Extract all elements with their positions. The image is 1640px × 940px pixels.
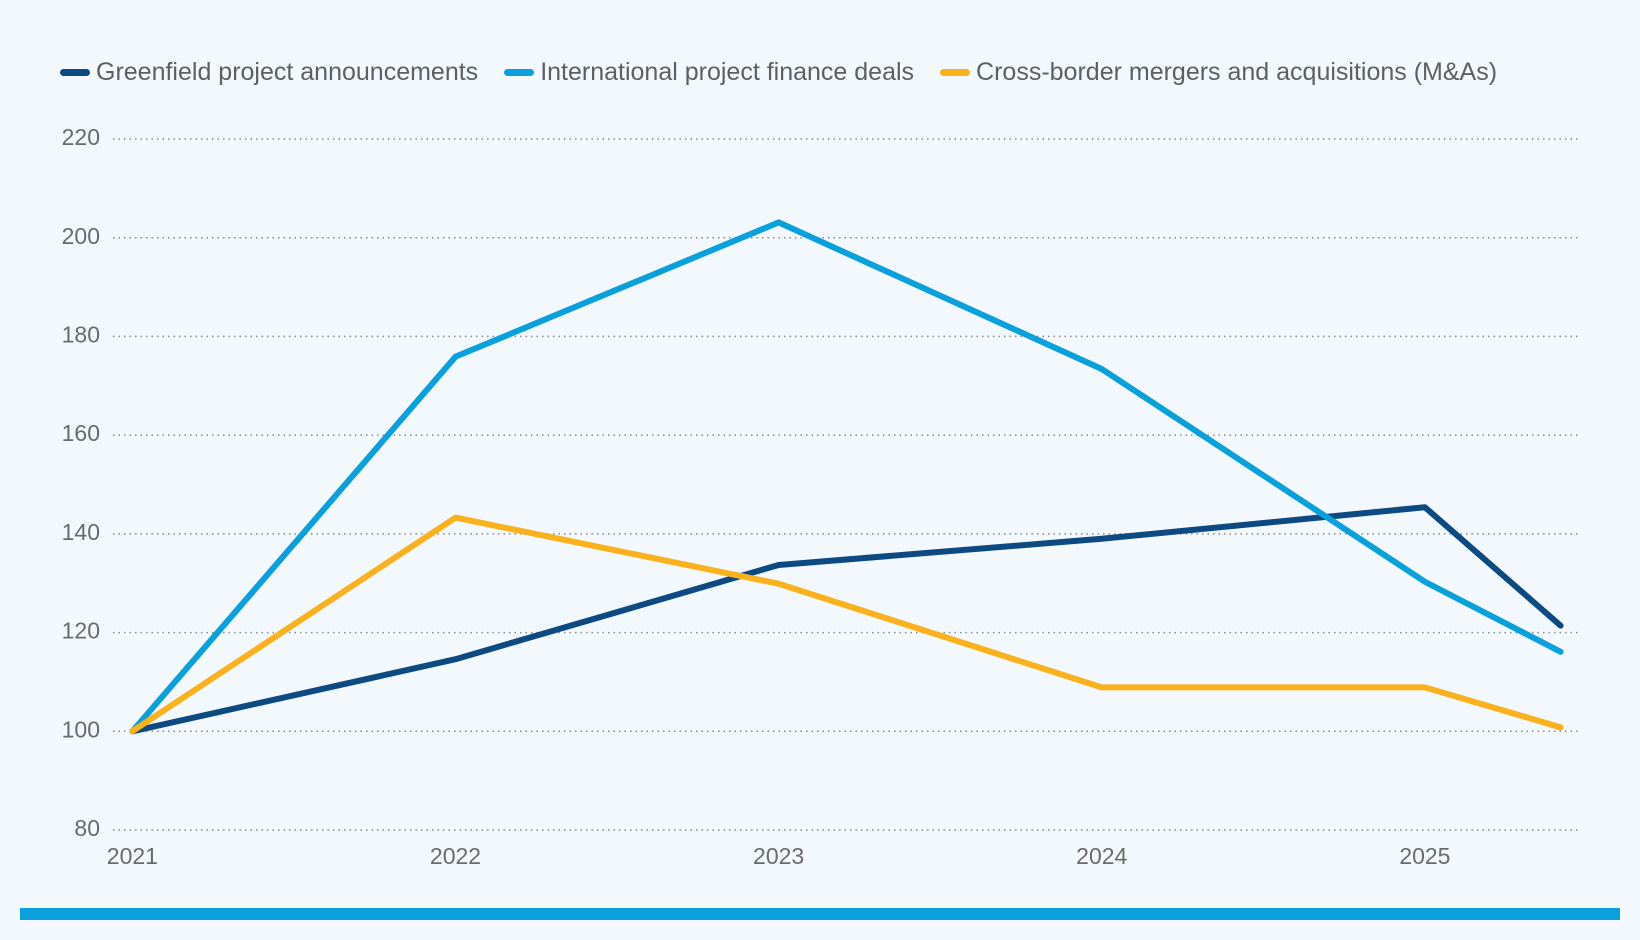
legend-label: Greenfield project announcements (96, 58, 479, 86)
legend-label: Cross-border mergers and acquisitions (M… (976, 58, 1498, 86)
y-tick-label: 220 (62, 124, 100, 150)
y-tick-label: 80 (74, 815, 100, 841)
y-tick-label: 100 (62, 716, 100, 742)
bottom-bar (20, 908, 1620, 920)
line-series (129, 219, 1564, 735)
x-tick-label: 2025 (1399, 843, 1450, 869)
line-series (129, 504, 1564, 735)
y-tick-label: 180 (62, 322, 100, 348)
legend-swatch (940, 69, 971, 76)
x-tick-label: 2023 (753, 843, 804, 869)
y-tick-label: 160 (62, 420, 100, 446)
x-tick-label: 2024 (1076, 843, 1127, 869)
legend-entry: Greenfield project announcements (60, 58, 478, 87)
legend-label: International project finance deals (540, 58, 915, 86)
y-tick-label: 120 (62, 618, 100, 644)
y-tick-label: 200 (62, 223, 100, 249)
legend-swatch (504, 69, 535, 76)
legend-entry: International project finance deals (504, 58, 914, 87)
legend-entry: Cross-border mergers and acquisitions (M… (940, 58, 1497, 87)
legend-swatch (60, 69, 90, 76)
x-tick-label: 2021 (107, 843, 158, 869)
legend: Greenfield project announcements Internat… (60, 58, 1497, 87)
y-tick-label: 140 (62, 519, 100, 545)
line-series (129, 514, 1564, 735)
x-tick-label: 2022 (430, 843, 481, 869)
